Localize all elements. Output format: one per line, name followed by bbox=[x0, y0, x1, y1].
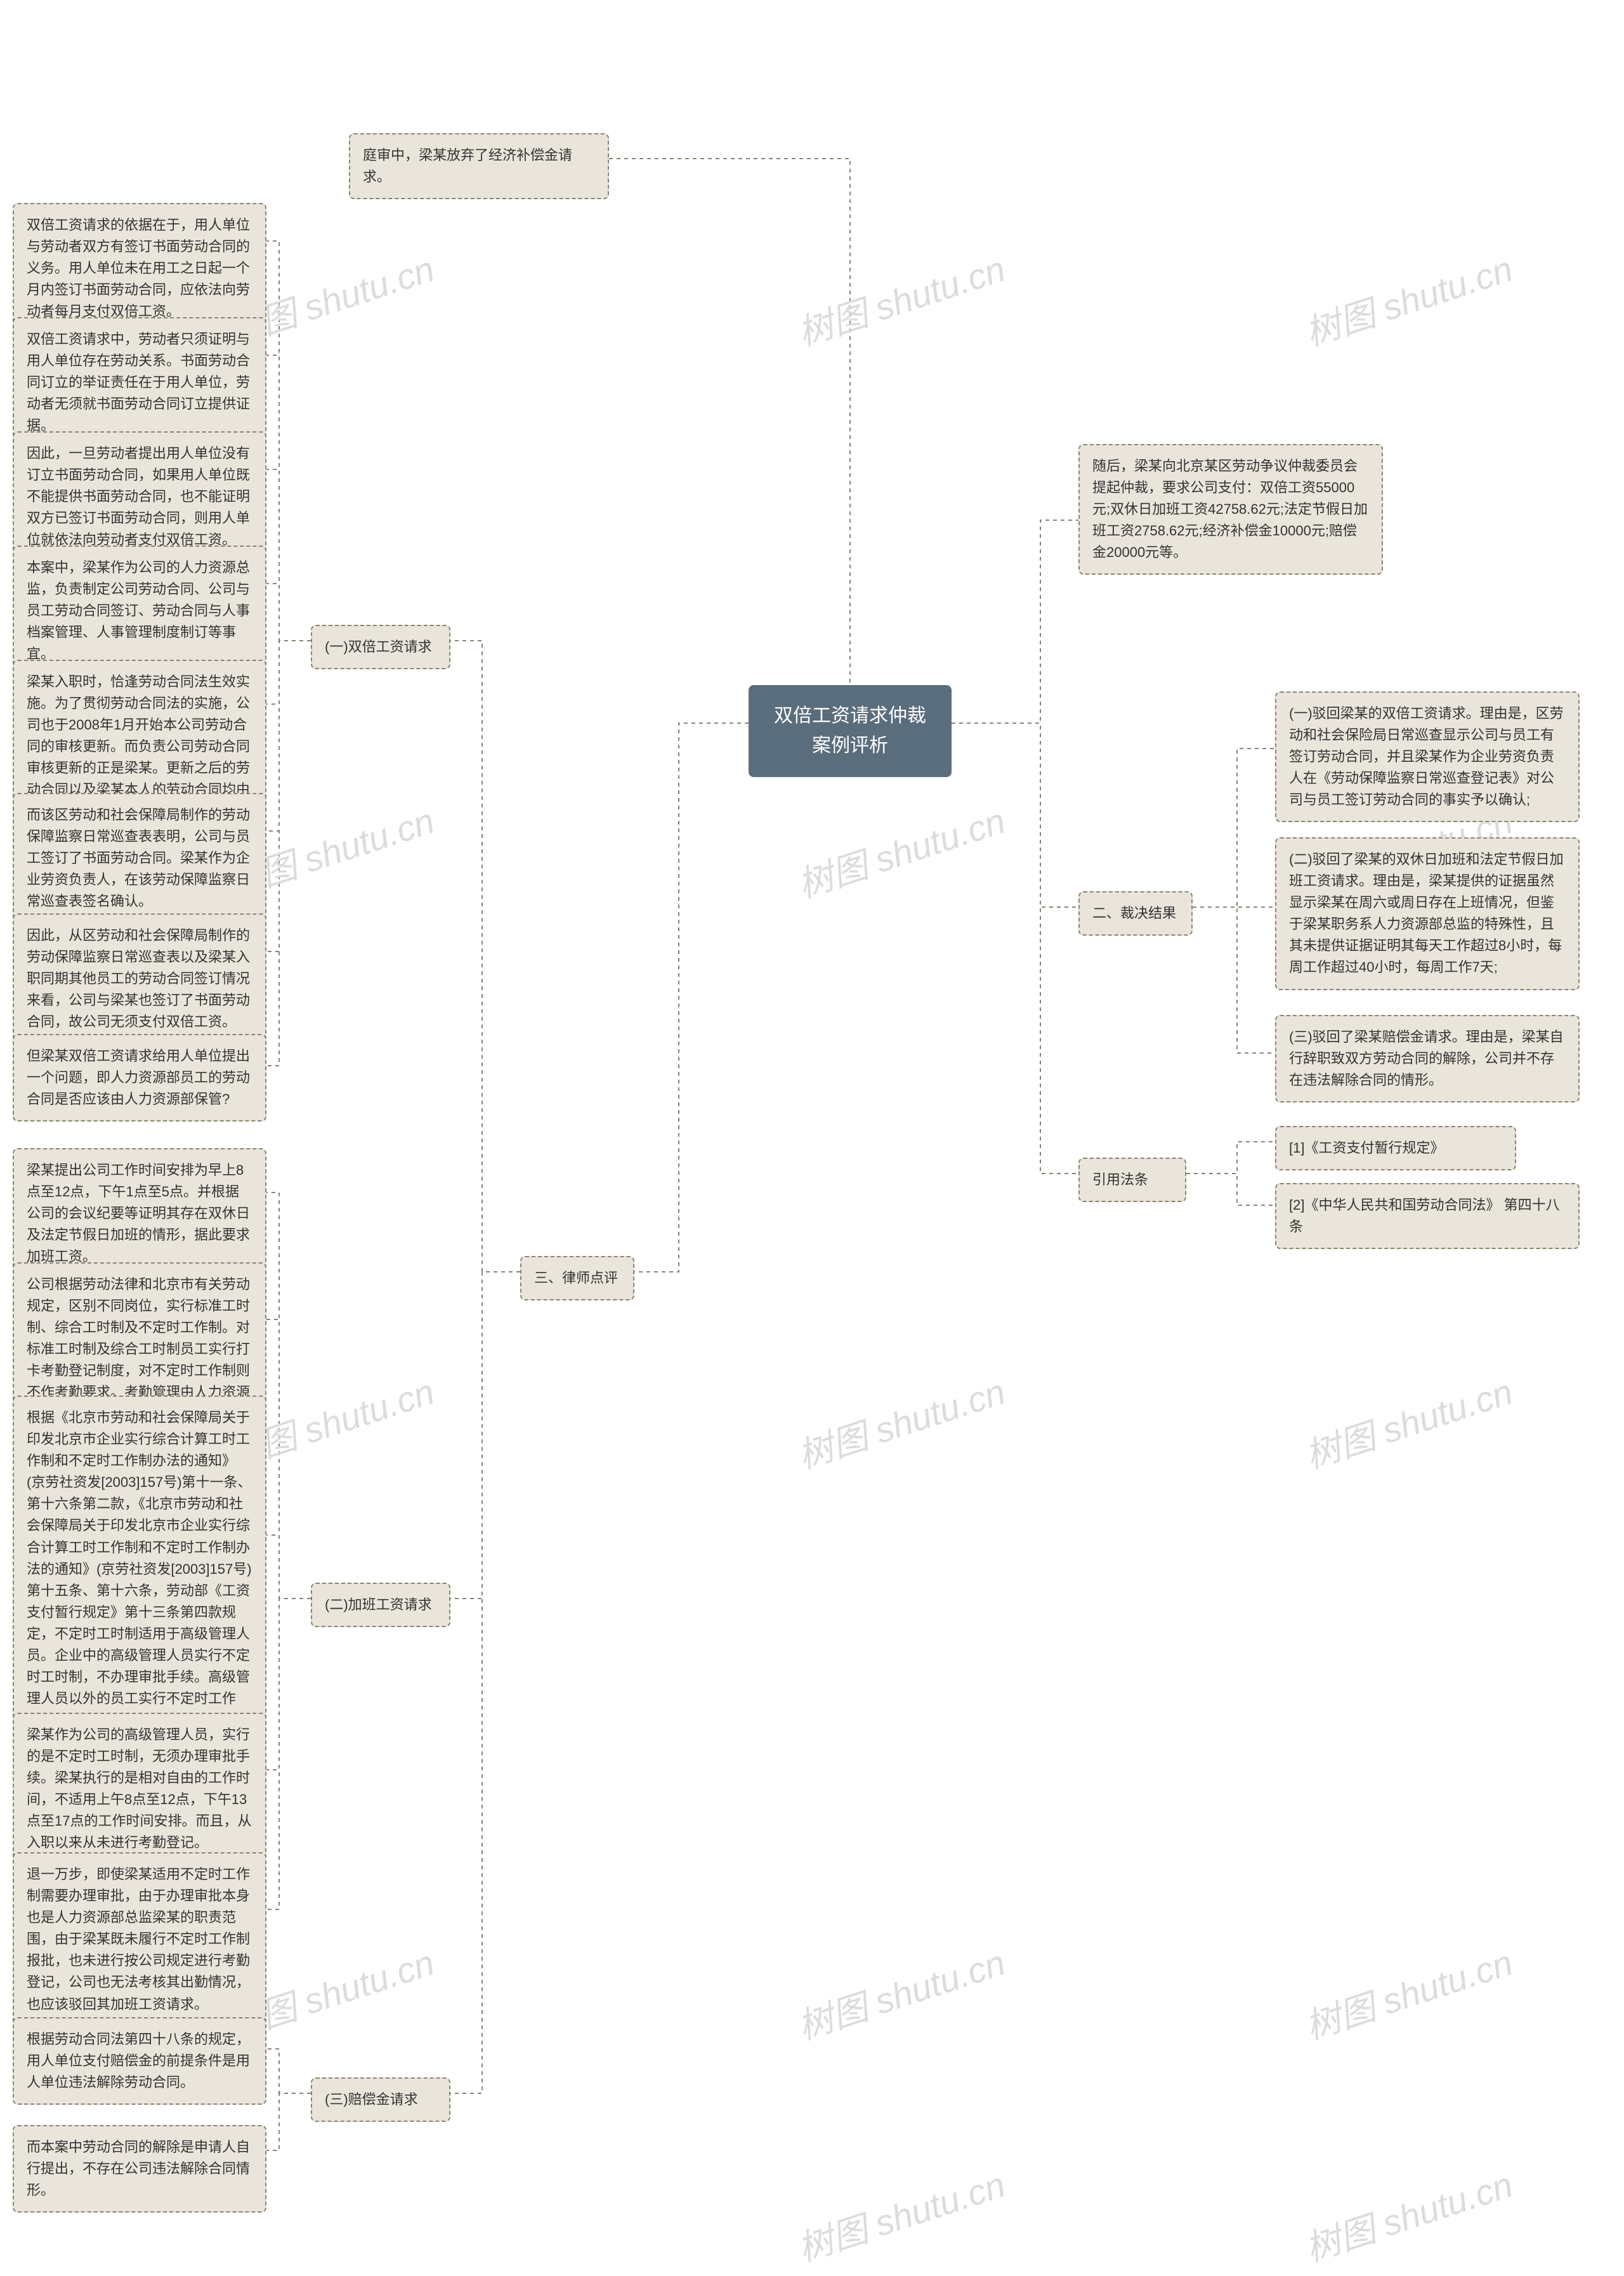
g3-item-2: 而本案中劳动合同的解除是申请人自行提出，不存在公司违法解除合同情形。 bbox=[13, 2125, 266, 2213]
g1-item-6: 而该区劳动和社会保障局制作的劳动保障监察日常巡查表表明，公司与员工签订了书面劳动… bbox=[13, 793, 266, 924]
right-claim: 随后，梁某向北京某区劳动争议仲裁委员会提起仲裁，要求公司支付：双倍工资55000… bbox=[1078, 444, 1383, 575]
watermark: 树图 shutu.cn bbox=[790, 2157, 1011, 2272]
law-label: 引用法条 bbox=[1078, 1158, 1186, 1202]
g2-item-4: 梁某作为公司的高级管理人员，实行的是不定时工时制，无须办理审批手续。梁某执行的是… bbox=[13, 1713, 266, 1866]
group1-label: (一)双倍工资请求 bbox=[311, 625, 450, 669]
g2-item-5: 退一万步，即使梁某适用不定时工作制需要办理审批，由于办理审批本身也是人力资源部总… bbox=[13, 1852, 266, 2027]
g1-item-7: 因此，从区劳动和社会保障局制作的劳动保障监察日常巡查表以及梁某入职同期其他员工的… bbox=[13, 913, 266, 1044]
group3-label: (三)赔偿金请求 bbox=[311, 2077, 450, 2122]
verdict-item-2: (二)驳回了梁某的双休日加班和法定节假日加班工资请求。理由是，梁某提供的证据虽然… bbox=[1275, 837, 1580, 990]
g3-item-1: 根据劳动合同法第四十八条的规定，用人单位支付赔偿金的前提条件是用人单位违法解除劳… bbox=[13, 2017, 266, 2105]
watermark: 树图 shutu.cn bbox=[1298, 241, 1519, 356]
group2-label: (二)加班工资请求 bbox=[311, 1583, 450, 1627]
commentary-label: 三、律师点评 bbox=[520, 1256, 634, 1300]
watermark: 树图 shutu.cn bbox=[790, 1935, 1011, 2050]
top-note: 庭审中，梁某放弃了经济补偿金请求。 bbox=[349, 133, 609, 199]
law-item-1: [1]《工资支付暂行规定》 bbox=[1275, 1126, 1516, 1170]
g1-item-2: 双倍工资请求中，劳动者只须证明与用人单位存在劳动关系。书面劳动合同订立的举证责任… bbox=[13, 317, 266, 448]
g1-item-3: 因此，一旦劳动者提出用人单位没有订立书面劳动合同，如果用人单位既不能提供书面劳动… bbox=[13, 431, 266, 562]
g1-item-4: 本案中，梁某作为公司的人力资源总监，负责制定公司劳动合同、公司与员工劳动合同签订… bbox=[13, 546, 266, 676]
law-item-2: [2]《中华人民共和国劳动合同法》 第四十八条 bbox=[1275, 1183, 1580, 1249]
g2-item-1: 梁某提出公司工作时间安排为早上8点至12点，下午1点至5点。并根据公司的会议纪要… bbox=[13, 1148, 266, 1279]
g1-item-1: 双倍工资请求的依据在于，用人单位与劳动者双方有签订书面劳动合同的义务。用人单位未… bbox=[13, 203, 266, 334]
verdict-item-3: (三)驳回了梁某赔偿金请求。理由是，梁某自行辞职致双方劳动合同的解除，公司并不存… bbox=[1275, 1015, 1580, 1102]
watermark: 树图 shutu.cn bbox=[790, 241, 1011, 356]
watermark: 树图 shutu.cn bbox=[1298, 2157, 1519, 2272]
g1-item-8: 但梁某双倍工资请求给用人单位提出一个问题，即人力资源部员工的劳动合同是否应该由人… bbox=[13, 1034, 266, 1122]
verdict-item-1: (一)驳回梁某的双倍工资请求。理由是，区劳动和社会保险局日常巡查显示公司与员工有… bbox=[1275, 691, 1580, 822]
watermark: 树图 shutu.cn bbox=[1298, 1364, 1519, 1479]
watermark: 树图 shutu.cn bbox=[790, 1364, 1011, 1479]
watermark: 树图 shutu.cn bbox=[790, 793, 1011, 908]
root-node: 双倍工资请求仲裁案例评析 bbox=[749, 685, 952, 777]
watermark: 树图 shutu.cn bbox=[1298, 1935, 1519, 2050]
verdict-label: 二、裁决结果 bbox=[1078, 891, 1193, 936]
